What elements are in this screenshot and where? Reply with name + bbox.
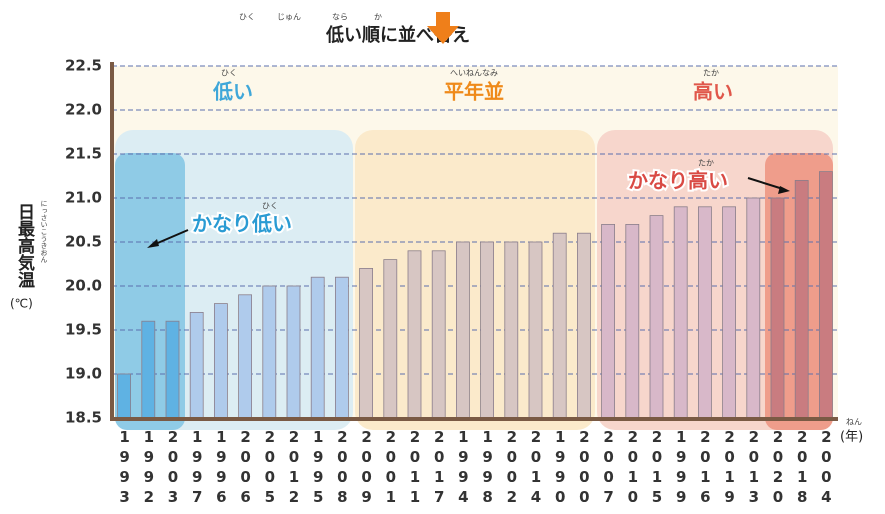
x-tick-label: 2005 bbox=[261, 428, 279, 508]
bar bbox=[625, 223, 640, 419]
bar bbox=[504, 241, 519, 419]
x-tick-label: 1996 bbox=[212, 428, 230, 508]
bar bbox=[528, 241, 543, 419]
title-ruby: なら bbox=[332, 13, 348, 22]
x-tick-label: 2012 bbox=[285, 428, 303, 508]
annotation-arrowhead bbox=[778, 186, 790, 194]
x-tick-label: 1994 bbox=[454, 428, 472, 508]
bar bbox=[286, 285, 301, 419]
region-ruby: ひく bbox=[221, 69, 237, 78]
y-axis-ruby: にっさいこうきおん bbox=[40, 200, 48, 263]
bar bbox=[722, 206, 736, 419]
y-axis-unit: (℃) bbox=[10, 297, 33, 311]
y-tick-label: 21.5 bbox=[65, 145, 102, 163]
y-tick-label: 20.5 bbox=[65, 233, 102, 251]
x-axis-ruby: ねん bbox=[846, 418, 862, 427]
y-tick-label: 18.5 bbox=[65, 409, 102, 427]
bar bbox=[746, 197, 761, 419]
title-ruby: か bbox=[374, 13, 382, 22]
bar bbox=[455, 241, 470, 419]
region-ruby: へいねんなみ bbox=[450, 69, 498, 78]
y-tick-label: 20.0 bbox=[65, 277, 102, 295]
x-tick-label: 2009 bbox=[358, 428, 376, 508]
bar bbox=[698, 206, 712, 419]
bar bbox=[407, 250, 422, 419]
bar bbox=[819, 171, 833, 419]
x-tick-label: 2000 bbox=[575, 428, 593, 508]
region-label: 平年並 bbox=[444, 80, 504, 104]
x-tick-label: 2010 bbox=[624, 428, 642, 508]
x-tick-label: 1990 bbox=[551, 428, 569, 508]
annotation: かなり高い bbox=[628, 169, 728, 193]
x-tick-label: 1998 bbox=[479, 428, 497, 508]
annotation-ruby: たか bbox=[698, 159, 714, 168]
x-tick-label: 2015 bbox=[648, 428, 666, 508]
bar bbox=[334, 276, 349, 419]
x-tick-label: 2017 bbox=[430, 428, 448, 508]
bar bbox=[577, 232, 591, 419]
bar bbox=[165, 320, 180, 419]
bar bbox=[649, 215, 664, 419]
annotation-arrow bbox=[747, 177, 784, 190]
x-tick-label: 1999 bbox=[672, 428, 690, 508]
x-tick-label: 2001 bbox=[382, 428, 400, 508]
x-tick-label: 1992 bbox=[140, 428, 158, 508]
x-tick-label: 2014 bbox=[527, 428, 545, 508]
bar bbox=[794, 179, 809, 419]
x-axis-unit: (年) bbox=[840, 430, 863, 445]
x-tick-label: 2019 bbox=[721, 428, 739, 508]
x-tick-label: 2008 bbox=[333, 428, 351, 508]
x-tick-label: 2020 bbox=[769, 428, 787, 508]
bar bbox=[673, 206, 688, 419]
bar bbox=[552, 232, 567, 419]
annotation: かなり低い bbox=[192, 212, 292, 236]
annotation-arrow bbox=[152, 229, 189, 246]
x-tick-label: 2002 bbox=[503, 428, 521, 508]
bar bbox=[770, 197, 785, 419]
bar bbox=[431, 250, 446, 419]
bar bbox=[601, 223, 615, 419]
bar bbox=[238, 294, 253, 419]
x-tick-label: 1997 bbox=[188, 428, 206, 508]
x-tick-label: 2003 bbox=[164, 428, 182, 508]
bar bbox=[189, 311, 204, 419]
x-tick-label: 2016 bbox=[696, 428, 714, 508]
y-tick-label: 22.5 bbox=[65, 57, 102, 75]
y-tick-label: 22.0 bbox=[65, 101, 102, 119]
y-axis-label: 日最高気温 bbox=[14, 203, 36, 288]
y-tick-label: 19.5 bbox=[65, 321, 102, 339]
title-ruby: ひく bbox=[239, 13, 255, 22]
region-label: 低い bbox=[212, 80, 253, 104]
x-tick-label: 2018 bbox=[793, 428, 811, 508]
bar bbox=[310, 276, 325, 419]
x-tick-label: 1995 bbox=[309, 428, 327, 508]
bar bbox=[383, 259, 398, 419]
y-tick-label: 19.0 bbox=[65, 365, 102, 383]
region-label: 高い bbox=[693, 80, 733, 104]
x-tick-label: 2011 bbox=[406, 428, 424, 508]
bar bbox=[117, 373, 131, 419]
bar bbox=[141, 320, 156, 419]
title-ruby: じゅん bbox=[277, 13, 301, 22]
bar bbox=[480, 241, 495, 419]
x-tick-label: 2013 bbox=[745, 428, 763, 508]
x-tick-label: 2006 bbox=[237, 428, 255, 508]
y-tick-label: 21.0 bbox=[65, 189, 102, 207]
bar bbox=[213, 303, 228, 419]
region-ruby: たか bbox=[703, 69, 719, 78]
x-tick-label: 1993 bbox=[116, 428, 134, 508]
bar bbox=[262, 285, 277, 419]
annotation-ruby: ひく bbox=[262, 202, 278, 211]
bar bbox=[359, 267, 374, 419]
sort-arrow bbox=[427, 12, 459, 44]
x-tick-label: 2004 bbox=[817, 428, 835, 508]
annotation-arrowhead bbox=[147, 239, 159, 248]
x-tick-label: 2007 bbox=[600, 428, 618, 508]
